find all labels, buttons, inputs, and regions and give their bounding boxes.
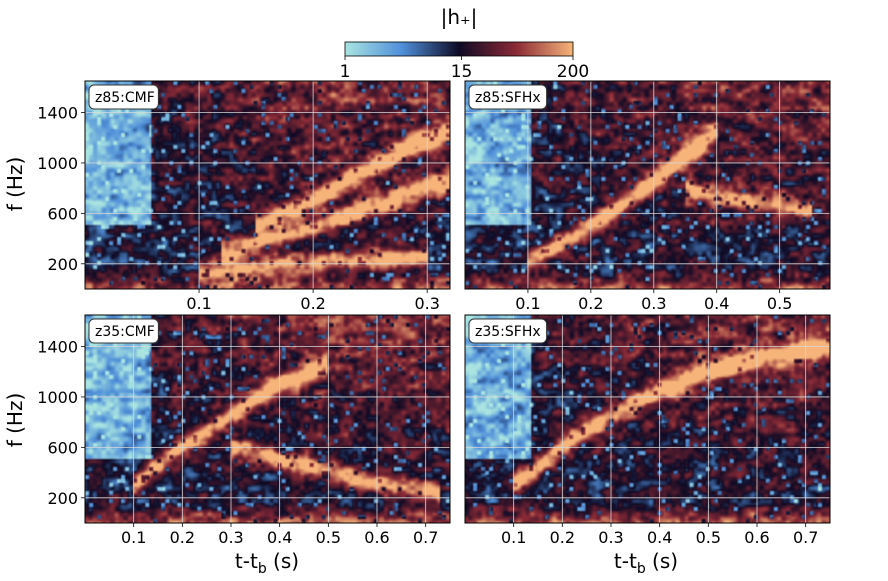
x-tick-label: 0.1 [501, 528, 526, 547]
x-tick-label: 0.5 [767, 294, 792, 313]
x-tick-label: 0.2 [300, 294, 325, 313]
colorbar-tick-label: 200 [557, 62, 589, 82]
spectrogram-image [85, 81, 450, 289]
panel-z85-sfhx: 0.1 0.2 0.3 0.4 0.5 z85:SFHx [464, 80, 831, 313]
panel-frame [464, 80, 831, 290]
y-tick-label: 1400 [37, 104, 78, 123]
x-tick-label: 0.7 [793, 528, 818, 547]
panel-label-box [88, 318, 159, 344]
spectrogram-image [85, 315, 450, 523]
panel-z35-cmf: 0.1 0.2 0.3 0.4 0.5 0.6 0.7 200 600 1000 1400 z35:C… [37, 314, 451, 547]
y-tick-label: 600 [47, 438, 78, 457]
x-tick-label: 0.7 [413, 528, 438, 547]
x-tick-label: 0.3 [641, 294, 666, 313]
y-tick-label: 600 [47, 204, 78, 223]
colorbar-ticks: 1 15 200 [340, 56, 589, 82]
x-tick-label: 0.1 [186, 294, 211, 313]
panel-frame [464, 314, 831, 524]
x-tick-label: 0.5 [316, 528, 341, 547]
x-tick-label: 0.6 [744, 528, 769, 547]
panel-frame [84, 80, 451, 290]
x-tick-label: 0.2 [170, 528, 195, 547]
x-tick-label: 0.4 [647, 528, 672, 547]
y-tick-label: 1000 [37, 154, 78, 173]
panel-label-box [88, 84, 159, 110]
x-tick-label: 0.1 [121, 528, 146, 547]
x-tick-label: 0.2 [578, 294, 603, 313]
x-tick-label: 0.4 [704, 294, 729, 313]
x-tick-label: 0.5 [696, 528, 721, 547]
y-tick-label: 200 [47, 255, 78, 274]
xlabel-left: t-tb (s) [235, 549, 299, 577]
x-tick-label: 0.4 [267, 528, 292, 547]
colorbar-tick-label: 1 [340, 62, 351, 82]
panel-label: z35:SFHx [475, 324, 541, 340]
colorbar-gradient [344, 41, 574, 57]
spectrogram-image [465, 81, 830, 289]
x-tick-label: 0.3 [218, 528, 243, 547]
ylabel-top: f (Hz) [3, 157, 27, 212]
colorbar: |h₊| 1 15 200 [340, 5, 590, 82]
x-tick-label: 0.3 [598, 528, 623, 547]
panel-label: z35:CMF [95, 324, 155, 340]
spectrogram-image [465, 315, 830, 523]
xlabel-right: t-tb (s) [614, 549, 678, 577]
ylabel-bottom: f (Hz) [3, 393, 27, 448]
panel-z35-sfhx: 0.1 0.2 0.3 0.4 0.5 0.6 0.7 z35:SFHx [464, 314, 831, 547]
y-tick-label: 1400 [37, 338, 78, 357]
x-tick-label: 0.2 [550, 528, 575, 547]
panel-label-box [468, 84, 548, 110]
colorbar-title: |h₊| [441, 5, 478, 29]
x-tick-label: 0.6 [364, 528, 389, 547]
x-tick-label: 0.1 [515, 294, 540, 313]
panel-frame [84, 314, 451, 524]
panel-z85-cmf: 0.1 0.2 0.3 200 600 1000 1400 z85:CMF [37, 80, 451, 313]
panel-label: z85:CMF [95, 90, 155, 106]
x-tick-label: 0.3 [414, 294, 439, 313]
colorbar-tick-label: 15 [451, 62, 473, 82]
panel-label-box [468, 318, 548, 344]
y-tick-label: 200 [47, 489, 78, 508]
panel-label: z85:SFHx [475, 90, 541, 106]
y-tick-label: 1000 [37, 388, 78, 407]
